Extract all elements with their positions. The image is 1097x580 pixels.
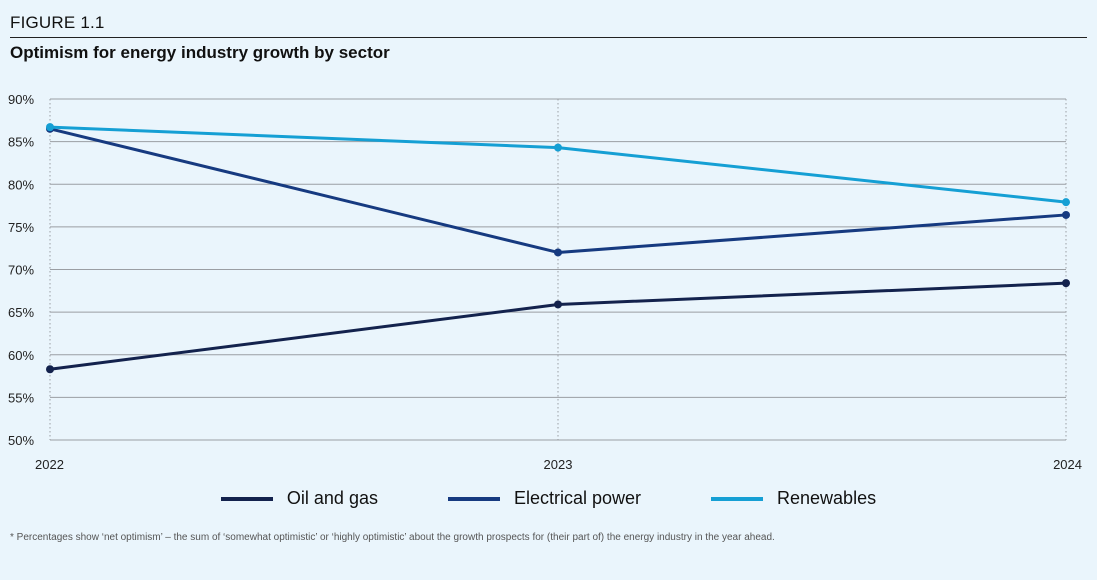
data-point: [554, 300, 562, 309]
legend-item: Oil and gas: [220, 488, 378, 509]
y-tick-label: 70%: [8, 263, 34, 278]
x-tick-label: 2024: [1053, 457, 1082, 472]
legend-swatch: [220, 496, 273, 501]
y-tick-label: 55%: [8, 390, 34, 405]
data-point: [1062, 198, 1070, 207]
y-tick-label: 90%: [8, 92, 34, 107]
legend-label: Electrical power: [513, 488, 642, 508]
x-tick-label: 2022: [35, 457, 64, 472]
data-point: [554, 143, 562, 152]
legend-label: Renewables: [777, 488, 877, 508]
x-tick-label: 2023: [544, 457, 573, 472]
figure-label: FIGURE 1.1: [10, 13, 105, 32]
legend-item: Electrical power: [447, 488, 642, 509]
y-tick-label: 50%: [8, 433, 34, 448]
series-layer: [46, 123, 1070, 374]
data-point: [1062, 279, 1070, 288]
header-rule: [10, 37, 1087, 38]
axis-layer: 50% 55% 60% 65% 70% 75% 80% 85% 90% 2022 2023 2024: [8, 92, 1082, 472]
data-point: [46, 365, 54, 374]
legend-label: Oil and gas: [286, 488, 378, 508]
y-tick-label: 65%: [8, 305, 34, 320]
data-point: [46, 123, 54, 132]
legend-item: Renewables: [711, 488, 876, 509]
footnote: * Percentages show ‘net optimism’ – the …: [10, 532, 775, 543]
legend-swatch: [447, 496, 500, 501]
y-tick-label: 80%: [8, 177, 34, 192]
grid-layer: [49, 98, 1067, 441]
y-tick-label: 75%: [8, 220, 34, 235]
data-point: [1062, 210, 1070, 219]
chart-title: Optimism for energy industry growth by s…: [10, 43, 390, 62]
legend-swatch: [711, 496, 764, 501]
y-tick-label: 85%: [8, 135, 34, 150]
y-tick-label: 60%: [8, 348, 34, 363]
data-point: [554, 248, 562, 257]
legend: Oil and gas Electrical power Renewables: [0, 488, 1097, 509]
